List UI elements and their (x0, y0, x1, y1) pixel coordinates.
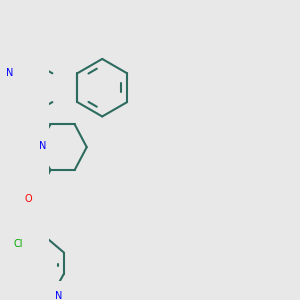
Text: N: N (6, 68, 13, 78)
Text: N: N (39, 141, 47, 152)
Text: N: N (55, 291, 63, 300)
Text: O: O (25, 194, 32, 204)
Text: Cl: Cl (13, 239, 23, 250)
